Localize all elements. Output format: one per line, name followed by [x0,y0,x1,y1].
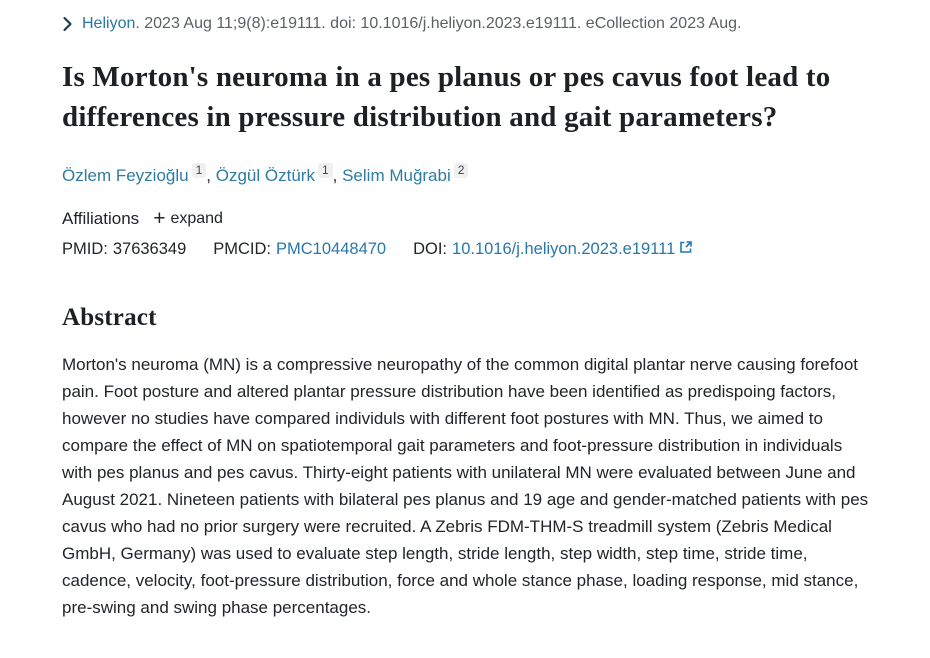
article-title: Is Morton's neuroma in a pes planus or p… [62,61,831,133]
doi-group: DOI: 10.1016/j.heliyon.2023.e19111 [413,240,693,259]
author-item: Selim Muğrabi 2 [342,163,469,185]
author-separator: , [332,166,343,185]
abstract-text: Morton's neuroma (MN) is a compressive n… [62,355,869,617]
affiliations-row: Affiliations + expand [62,207,872,230]
external-link-icon[interactable] [679,240,693,259]
doi-label: DOI: [413,240,448,258]
plus-icon: + [153,207,166,230]
pmid-group: PMID: 37636349 [62,240,186,259]
author-link[interactable]: Özlem Feyzioğlu [62,166,189,185]
expand-affiliations-button[interactable]: + expand [153,207,223,230]
author-affiliation-badge[interactable]: 1 [191,163,207,178]
article-page: Heliyon. 2023 Aug 11;9(8):e19111. doi: 1… [62,14,872,617]
author-item: Özlem Feyzioğlu 1, [62,163,216,185]
expand-label: expand [170,210,223,227]
pmcid-group: PMCID: PMC10448470 [213,240,386,259]
pmcid-label: PMCID: [213,240,272,258]
citation-row: Heliyon. 2023 Aug 11;9(8):e19111. doi: 1… [62,14,872,34]
author-affiliation-badge[interactable]: 1 [317,163,333,178]
pmcid-link[interactable]: PMC10448470 [276,240,387,258]
author-affiliation-badge[interactable]: 2 [453,163,469,178]
identifiers-row: PMID: 37636349 PMCID: PMC10448470 DOI: 1… [62,240,872,259]
abstract-heading: Abstract [62,304,157,331]
citation-details: . 2023 Aug 11;9(8):e19111. doi: 10.1016/… [135,15,742,32]
authors-list: Özlem Feyzioğlu 1, Özgül Öztürk 1, Selim M… [62,163,872,188]
journal-chevron-icon[interactable] [62,16,73,32]
doi-link[interactable]: 10.1016/j.heliyon.2023.e19111 [452,240,676,258]
affiliations-label: Affiliations [62,209,140,228]
author-link[interactable]: Özgül Öztürk [215,166,315,185]
author-separator: , [206,166,216,185]
author-link[interactable]: Selim Muğrabi [342,166,451,185]
pmid-value: 37636349 [112,240,187,258]
author-item: Özgül Öztürk 1, [215,163,343,185]
journal-link[interactable]: Heliyon [82,15,136,32]
pmid-label: PMID: [62,240,108,258]
